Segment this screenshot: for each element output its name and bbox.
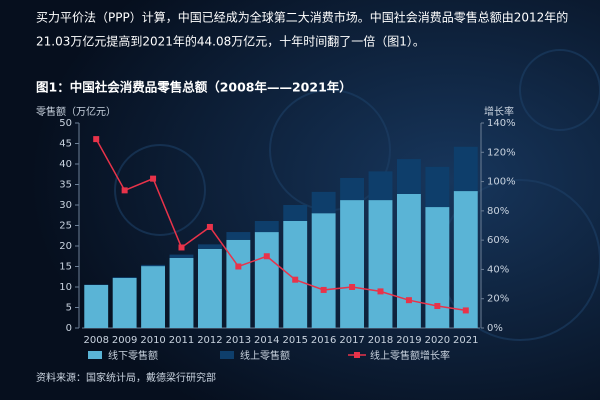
bar	[254, 220, 279, 233]
bar	[283, 220, 308, 328]
chart-title: 图1：中国社会消费品零售总额（2008年——2021年）	[36, 80, 352, 95]
y2-tick-label: 140%	[487, 118, 516, 129]
x-tick-label: 2011	[169, 335, 194, 346]
intro-line: 21.03万亿元提高到2021年的44.08万亿元，十年时间翻了一倍（图1）。	[36, 34, 425, 49]
legend-swatch	[88, 351, 102, 359]
x-tick-label: 2013	[226, 335, 251, 346]
x-tick-label: 2020	[425, 335, 450, 346]
y-tick-label: 5	[66, 303, 72, 314]
x-tick-label: 2019	[396, 335, 421, 346]
y-tick-label: 15	[59, 262, 72, 273]
y2-tick-label: 100%	[487, 177, 516, 188]
line	[95, 138, 466, 312]
y-tick-label: 35	[59, 180, 72, 191]
y2-axis-label: 增长率	[484, 105, 514, 118]
bar	[396, 159, 421, 194]
y2-tick-label: 60%	[487, 235, 509, 246]
y-tick-label: 0	[66, 323, 72, 334]
y-tick-label: 50	[59, 118, 72, 129]
bar	[141, 264, 166, 267]
legend-label: 线上零售额增长率	[370, 349, 450, 362]
bar	[425, 207, 450, 328]
y-axis-label: 零售额（万亿元）	[36, 105, 116, 118]
marker	[377, 288, 384, 295]
marker	[93, 136, 100, 143]
y-tick-label: 25	[59, 221, 72, 232]
bar	[84, 284, 109, 328]
x-tick-label: 2008	[83, 335, 108, 346]
legend-swatch	[354, 352, 360, 358]
y-tick-label: 30	[59, 200, 72, 211]
bar	[254, 232, 279, 328]
legend-label: 线下零售额	[108, 349, 158, 362]
x-tick-label: 2014	[254, 335, 279, 346]
bar	[283, 205, 308, 221]
bar	[368, 200, 393, 328]
y2-tick-label: 80%	[487, 206, 509, 217]
bar	[311, 191, 336, 214]
x-tick-label: 2012	[197, 335, 222, 346]
marker	[434, 303, 441, 310]
marker	[462, 307, 469, 314]
intro-line: 买力平价法（PPP）计算，中国已经成为全球第二大消费市场。中国社会消费品零售总额…	[36, 10, 568, 25]
bar	[226, 232, 251, 240]
bar	[453, 191, 478, 328]
marker	[206, 223, 213, 230]
y-tick-label: 10	[59, 282, 72, 293]
marker	[235, 263, 242, 270]
marker	[178, 244, 185, 251]
bar	[425, 166, 450, 208]
source: 资料来源：国家统计局，戴德梁行研究部	[36, 371, 216, 384]
bar	[340, 200, 365, 328]
bar	[226, 239, 251, 328]
x-tick-label: 2009	[112, 335, 137, 346]
x-tick-label: 2017	[339, 335, 364, 346]
bar	[340, 177, 365, 201]
marker	[320, 286, 327, 293]
y2-tick-label: 0%	[487, 323, 503, 334]
x-tick-label: 2018	[368, 335, 393, 346]
y-tick-label: 20	[59, 241, 72, 252]
y-tick-label: 40	[59, 159, 72, 170]
marker	[121, 187, 128, 194]
bar	[311, 213, 336, 328]
bar	[169, 254, 194, 258]
legend-label: 线上零售额	[240, 349, 290, 362]
y2-tick-label: 40%	[487, 264, 509, 275]
marker	[349, 284, 356, 290]
marker	[263, 253, 270, 260]
bar	[197, 248, 222, 328]
x-tick-label: 2021	[453, 335, 478, 346]
marker	[292, 276, 299, 283]
bar	[112, 277, 137, 278]
bar	[141, 266, 166, 328]
y2-tick-label: 20%	[487, 294, 509, 305]
marker	[150, 175, 157, 182]
legend-swatch	[220, 351, 234, 359]
bar	[453, 146, 478, 192]
x-tick-label: 2015	[282, 335, 307, 346]
bar	[396, 193, 421, 328]
marker	[405, 297, 412, 304]
y2-tick-label: 120%	[487, 147, 516, 158]
bar	[169, 257, 194, 328]
x-tick-label: 2016	[311, 335, 336, 346]
y-tick-label: 45	[59, 139, 72, 150]
bar	[112, 277, 137, 328]
x-tick-label: 2010	[140, 335, 165, 346]
bar	[197, 244, 222, 249]
bar	[368, 171, 393, 201]
